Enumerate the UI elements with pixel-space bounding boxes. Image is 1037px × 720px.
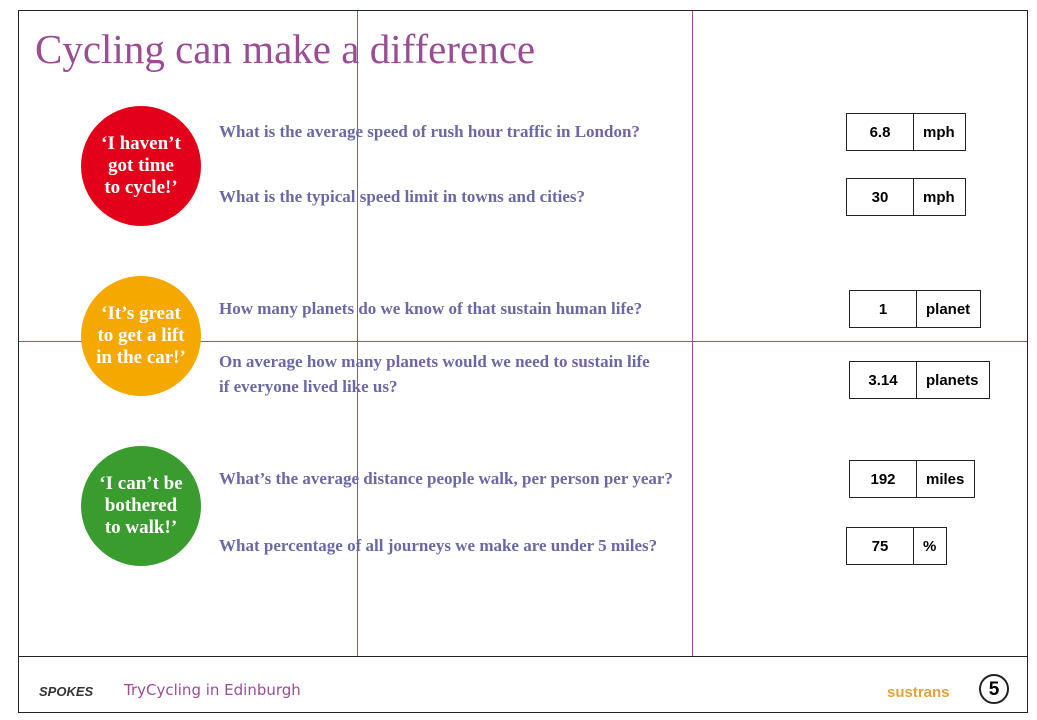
unit: % [913, 527, 948, 565]
bubble-text: in the car!’ [96, 347, 186, 368]
unit: planet [916, 290, 982, 328]
question-line: What is the typical speed limit in towns… [219, 187, 585, 206]
question: What percentage of all journeys we make … [219, 533, 657, 558]
answer-box: 3.14 [849, 361, 917, 399]
unit: planets [916, 361, 990, 399]
bubble-text: ‘I haven’t [101, 133, 181, 154]
title: Cycling can make a difference [35, 26, 536, 72]
answer-box: 1 [849, 290, 917, 328]
bubble-text: got time [108, 155, 174, 176]
answer-box: 6.8 [846, 113, 914, 151]
unit: miles [916, 460, 976, 498]
bubble-text: to walk!’ [104, 517, 178, 538]
question-line: if everyone lived like us? [219, 377, 398, 396]
tagline: TryCycling in Edinburgh [124, 681, 301, 699]
question-line: What’s the average distance people walk,… [219, 469, 673, 488]
guide-line [692, 11, 693, 656]
sustrans-logo: sustrans [887, 684, 950, 701]
quote-bubble: ‘I haven’t got time to cycle!’ [81, 106, 201, 226]
bubble-text: to get a lift [97, 325, 185, 346]
question-line: What is the average speed of rush hour t… [219, 122, 640, 141]
question-line: What percentage of all journeys we make … [219, 536, 658, 555]
question: On average how many planets would we nee… [219, 349, 650, 399]
slide: Cycling can make a difference ‘I haven’t… [18, 10, 1028, 713]
unit: mph [913, 113, 966, 151]
question-line: How many planets do we know of that sust… [219, 299, 643, 318]
answer-box: 30 [846, 178, 914, 216]
guide-line [19, 341, 1027, 342]
unit: mph [913, 178, 966, 216]
quote-bubble: ‘It’s great to get a lift in the car!’ [81, 276, 201, 396]
question-line: On average how many planets would we nee… [219, 352, 650, 371]
bubble-text: bothered [104, 495, 178, 516]
spokes-logo: SPOKES [39, 684, 94, 699]
answer-box: 75 [846, 527, 914, 565]
bubble-text: ‘I can’t be [99, 473, 183, 494]
quote-bubble: ‘I can’t be bothered to walk!’ [81, 446, 201, 566]
footer-rule [19, 656, 1027, 657]
bubble-text: to cycle!’ [104, 177, 178, 198]
answer-box: 192 [849, 460, 917, 498]
question: How many planets do we know of that sust… [219, 296, 642, 321]
page-number: 5 [979, 674, 1009, 704]
question: What is the typical speed limit in towns… [219, 184, 585, 209]
bubble-text: ‘It’s great [101, 303, 181, 324]
question: What’s the average distance people walk,… [219, 466, 673, 491]
question: What is the average speed of rush hour t… [219, 119, 640, 144]
guide-line [357, 11, 358, 656]
